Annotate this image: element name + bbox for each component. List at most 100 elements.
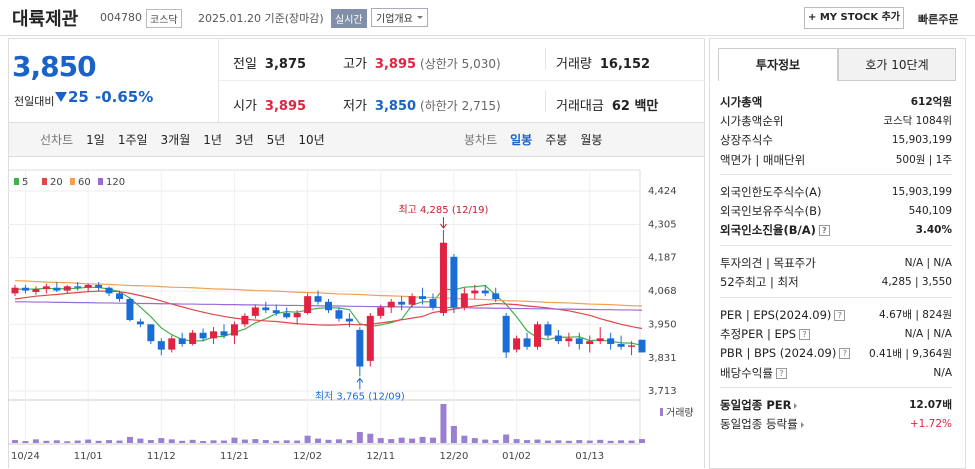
- candle-body: [617, 343, 625, 347]
- volume-bar: [607, 440, 614, 443]
- volume-bar: [555, 440, 562, 443]
- volume-bar: [12, 440, 18, 443]
- legend-label: 20: [50, 177, 63, 188]
- realtime-badge[interactable]: 실시간: [331, 9, 367, 28]
- x-tick-label: 12/11: [366, 451, 395, 462]
- info-group: 시가총액 612억원 시가총액순위 코스닥 1084위 상장주식수 15,903,199 액…: [720, 92, 952, 169]
- volume-bar: [53, 440, 60, 443]
- candle-body: [21, 287, 29, 291]
- high-annotation: 최고 4,285 (12/19): [398, 204, 488, 216]
- candle-body: [439, 242, 447, 314]
- candle-tab: 봉차트: [464, 133, 498, 147]
- volume-bar: [618, 440, 625, 443]
- volume-bar: [325, 439, 332, 443]
- quote-value: 3,895: [374, 57, 417, 72]
- info-row: 52주최고 | 최저 4,285 | 3,550: [720, 272, 952, 291]
- volume-bar: [74, 440, 81, 443]
- quote-label: 시가: [233, 99, 257, 114]
- volume-bar: [335, 439, 342, 443]
- quick-order[interactable]: 빠른주문: [918, 13, 959, 26]
- company-button[interactable]: 기업개요: [371, 8, 428, 27]
- candle-tab[interactable]: 일봉: [510, 133, 533, 147]
- candle-tabs: 봉차트 일봉 주봉 월봉: [464, 131, 602, 148]
- y-tick-label: 4,305: [648, 219, 677, 230]
- info-label: 상장주식수: [720, 133, 773, 148]
- candle-body: [596, 338, 604, 342]
- candle-tab[interactable]: 주봉: [545, 133, 568, 147]
- quote-value: 3,850: [374, 99, 417, 114]
- divider: [545, 90, 546, 112]
- candle-body: [199, 332, 207, 339]
- candle-body: [189, 332, 197, 344]
- info-label: PER | EPS(2024.09): [720, 308, 845, 322]
- line-tab[interactable]: 1일: [86, 133, 105, 147]
- info-value: 코스닥 1084위: [883, 115, 952, 128]
- volume-bar: [137, 438, 144, 443]
- info-row: 배당수익률 N/A: [720, 363, 952, 382]
- info-value: 500원 | 1주: [895, 154, 952, 167]
- info-label: 투자의견 | 목표주가: [720, 255, 816, 270]
- volume-bar: [147, 440, 154, 443]
- candle-tab[interactable]: 월봉: [580, 133, 603, 147]
- y-tick-label: 3,950: [648, 319, 677, 330]
- info-value: 540,109: [908, 204, 952, 217]
- candle-body: [178, 338, 186, 344]
- legend-swatch: [42, 178, 47, 185]
- candle-body: [419, 296, 427, 299]
- volume-bar: [85, 439, 92, 443]
- current-price: 3,850: [12, 50, 97, 83]
- line-tab[interactable]: 5년: [266, 133, 286, 147]
- line-tab[interactable]: 1주일: [117, 133, 148, 147]
- quote-note: (상한가 5,030): [420, 57, 501, 71]
- info-label: 추정PER | EPS: [720, 326, 810, 342]
- info-value: 0.41배 | 9,364원: [869, 347, 952, 360]
- candle-body: [534, 324, 541, 347]
- line-tab[interactable]: 3개월: [160, 133, 191, 147]
- candle-body: [429, 298, 437, 308]
- candle-body: [481, 290, 489, 294]
- info-label: 시가총액순위: [720, 113, 784, 128]
- line-tab[interactable]: 1년: [203, 133, 222, 147]
- mystock-button[interactable]: + MY STOCK 추가: [804, 7, 904, 29]
- candle-body: [220, 331, 228, 336]
- x-tick-label: 11/21: [220, 451, 249, 462]
- volume-label: 거래량: [666, 407, 694, 419]
- candle-body: [105, 287, 113, 294]
- candle-body: [638, 339, 646, 353]
- volume-bar: [179, 440, 186, 443]
- legend-swatch: [70, 178, 75, 185]
- quote-value: 16,152: [599, 57, 651, 72]
- quote-label: 저가: [343, 99, 367, 114]
- volume-bar: [168, 439, 175, 443]
- info-row: 상장주식수 15,903,199: [720, 131, 952, 150]
- info-row: PBR | BPS (2024.09) 0.41배 | 9,364원: [720, 344, 952, 363]
- info-label: 동일업종 PER: [720, 397, 800, 413]
- candle-body: [628, 345, 636, 347]
- low-annotation: 최저 3,765 (12/09): [315, 390, 405, 402]
- volume-bar: [430, 437, 436, 443]
- legend-swatch: [98, 178, 103, 185]
- volume-bar: [492, 440, 499, 443]
- candle-body: [32, 289, 40, 292]
- candle-body: [168, 338, 176, 350]
- orderbook-tab[interactable]: 호가 10단계: [838, 48, 956, 81]
- stock-name: 대륙제관: [12, 9, 79, 30]
- y-tick-label: 4,424: [648, 186, 677, 197]
- candle-body: [398, 301, 406, 305]
- volume-bar: [221, 440, 227, 443]
- quote-value: 3,895: [264, 99, 307, 114]
- info-row: 추정PER | EPS N/A | N/A: [720, 324, 952, 343]
- candle-body: [95, 284, 103, 288]
- info-tab[interactable]: 투자정보: [718, 48, 838, 81]
- quote-item: 시가 3,895: [233, 95, 306, 114]
- volume-bar: [283, 440, 290, 443]
- volume-bar: [158, 438, 165, 443]
- candle-body: [53, 287, 61, 291]
- candle-body: [492, 293, 500, 299]
- line-tab[interactable]: 3년: [234, 133, 254, 147]
- info-value: N/A | N/A: [904, 256, 952, 269]
- candle-body: [293, 313, 301, 318]
- y-tick-label: 4,187: [648, 253, 677, 264]
- left-panel: [8, 38, 705, 468]
- line-tab[interactable]: 10년: [298, 133, 325, 147]
